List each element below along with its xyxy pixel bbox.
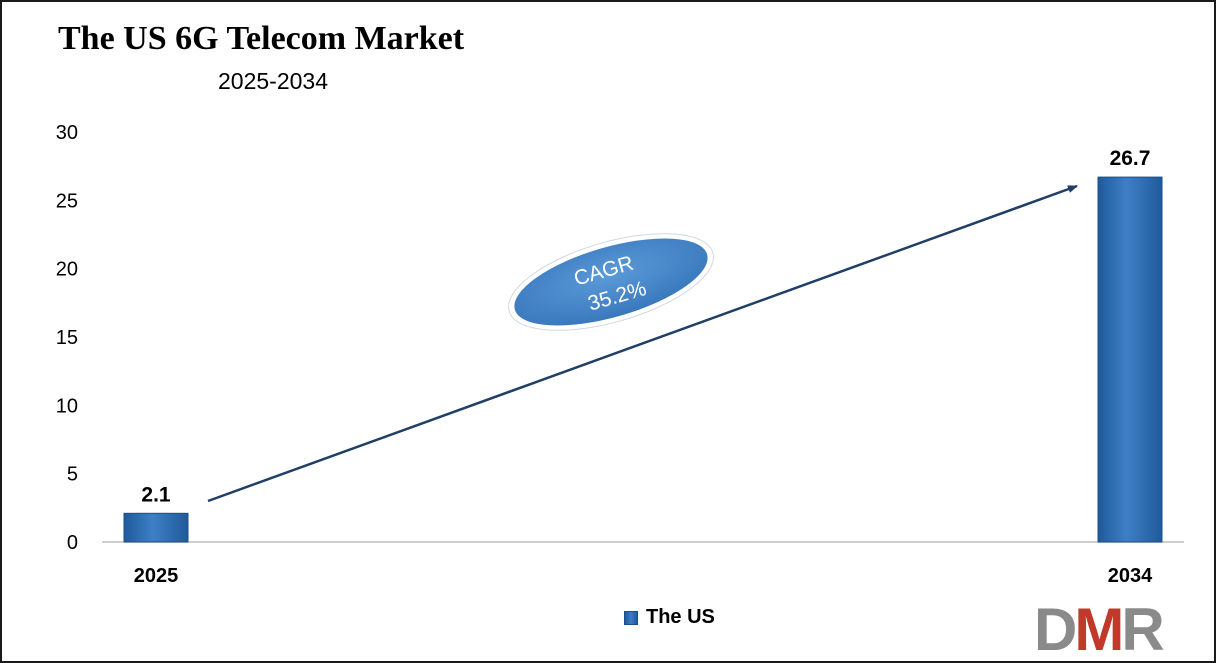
y-tick-label: 25 xyxy=(56,190,78,212)
chart-title: The US 6G Telecom Market xyxy=(58,20,465,57)
y-tick-label: 20 xyxy=(56,259,78,281)
y-tick-label: 10 xyxy=(56,395,78,417)
y-tick-label: 15 xyxy=(56,327,78,349)
chart-subtitle: 2025-2034 xyxy=(218,68,328,94)
logo-letter-m: M xyxy=(1074,596,1124,663)
logo-letter-r: R xyxy=(1121,596,1164,663)
x-tick-label-2034: 2034 xyxy=(1108,565,1153,587)
logo-letter-d: D xyxy=(1034,596,1077,663)
legend-label-the-us: The US xyxy=(646,606,715,628)
bar-2025 xyxy=(123,512,189,543)
x-tick-label-2025: 2025 xyxy=(134,565,179,587)
y-tick-label: 0 xyxy=(67,532,78,554)
bar-2034 xyxy=(1097,176,1163,543)
cagr-bubble-fill xyxy=(514,238,708,326)
y-tick-label: 30 xyxy=(56,122,78,144)
legend-swatch-the-us xyxy=(624,610,638,625)
data-label-2025: 2.1 xyxy=(141,483,171,506)
y-tick-label: 5 xyxy=(67,464,78,486)
legend: The US xyxy=(624,606,715,629)
data-label-2034: 26.7 xyxy=(1110,147,1151,170)
trend-arrow xyxy=(207,184,1078,503)
dmr-logo: DMR xyxy=(1034,600,1165,660)
